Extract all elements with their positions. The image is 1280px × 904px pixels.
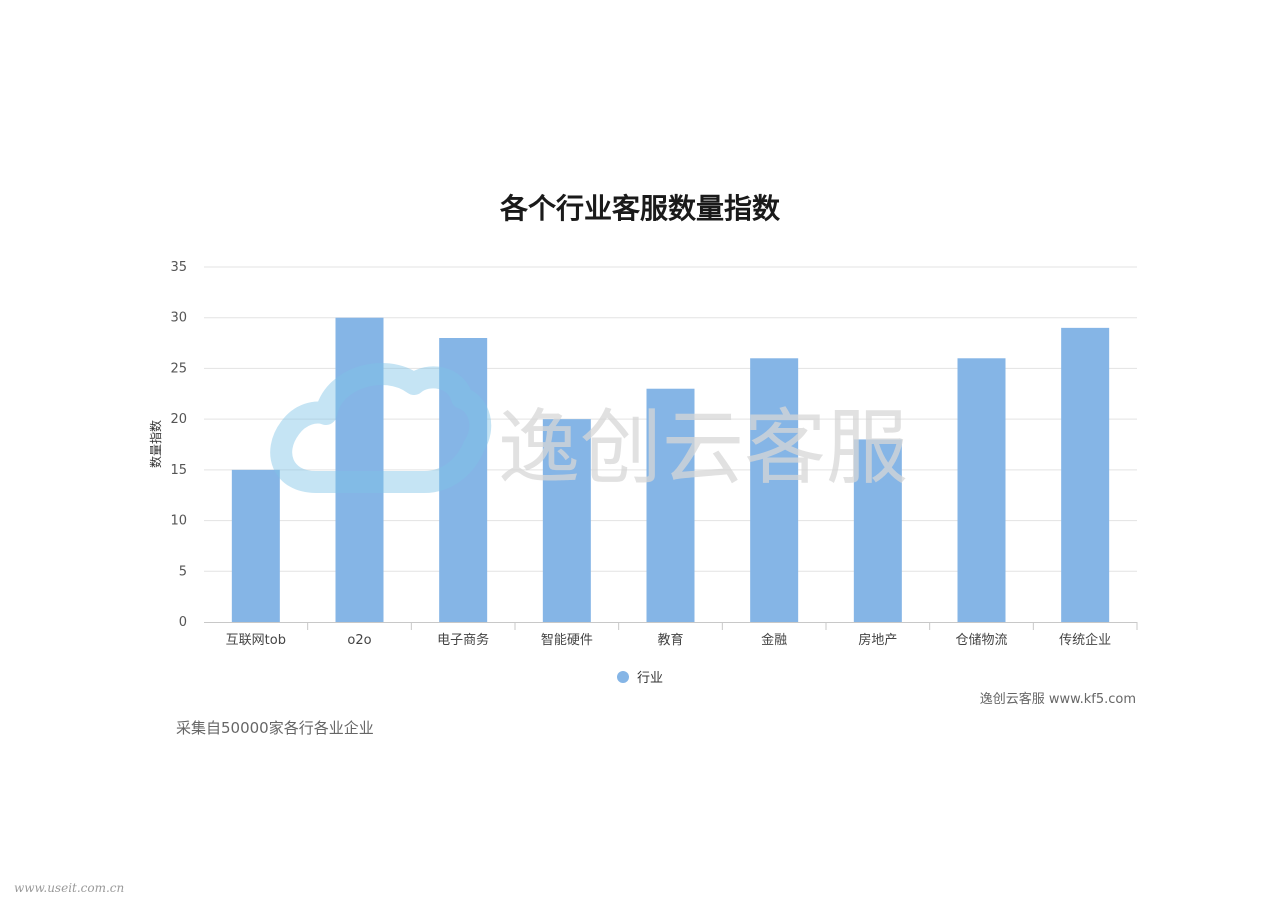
- y-tick-label: 35: [170, 260, 187, 275]
- bar-5: [750, 358, 799, 622]
- y-tick-label: 25: [170, 361, 187, 376]
- legend-marker: [617, 671, 629, 683]
- y-tick-labels: 0 5 10 15 20 25 30 35: [170, 260, 187, 630]
- legend: 行业: [617, 671, 663, 686]
- x-tick-label: 电子商务: [437, 632, 489, 648]
- y-tick-label: 15: [170, 463, 187, 478]
- x-tick-label: 教育: [657, 632, 683, 648]
- bar-series: [231, 317, 1110, 622]
- y-tick-label: 5: [179, 564, 187, 579]
- bar-6: [853, 439, 902, 622]
- footnote: 采集自50000家各行各业企业: [176, 719, 374, 737]
- legend-label: 行业: [637, 671, 663, 686]
- bar-2: [439, 338, 488, 622]
- y-tick-label: 0: [179, 615, 187, 630]
- x-tick-label: 金融: [761, 632, 787, 648]
- x-tick-label: 互联网tob: [226, 633, 286, 648]
- y-axis-label: 数量指数: [148, 420, 163, 468]
- bar-3: [542, 419, 591, 622]
- x-tick-label: 智能硬件: [541, 633, 593, 648]
- site-watermark: www.useit.com.cn: [14, 881, 124, 895]
- y-tick-label: 30: [170, 311, 187, 326]
- y-tick-label: 10: [170, 514, 187, 529]
- bar-1: [335, 317, 384, 622]
- y-tick-label: 20: [170, 412, 187, 427]
- x-tick-labels: 互联网tob o2o 电子商务 智能硬件 教育 金融 房地产 仓储物流 传统企业: [226, 622, 1138, 648]
- x-tick-label: 传统企业: [1059, 632, 1111, 648]
- bar-4: [646, 388, 695, 622]
- x-tick-label: o2o: [347, 633, 371, 648]
- chart-title: 各个行业客服数量指数: [499, 192, 781, 225]
- bar-7: [957, 358, 1006, 622]
- source-credit: 逸创云客服 www.kf5.com: [980, 691, 1136, 707]
- x-tick-label: 房地产: [858, 632, 897, 648]
- cloud-logo-icon: [270, 363, 492, 493]
- watermark-text: 逸创云客服: [498, 401, 908, 496]
- bar-8: [1061, 327, 1110, 622]
- bar-0: [231, 469, 280, 622]
- x-tick-label: 仓储物流: [955, 633, 1007, 648]
